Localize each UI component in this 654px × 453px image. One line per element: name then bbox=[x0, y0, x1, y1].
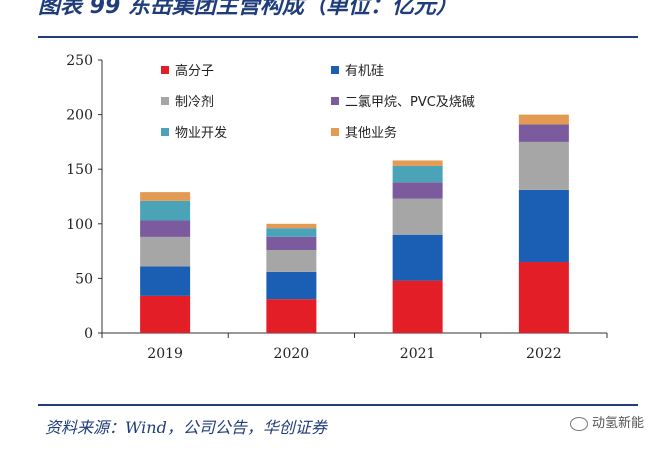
bar-segment bbox=[140, 236, 191, 267]
bar-segment bbox=[392, 234, 443, 281]
bar-segment bbox=[518, 262, 569, 333]
legend-swatch bbox=[331, 66, 339, 74]
bar-segment bbox=[392, 198, 443, 235]
y-tick-label: 50 bbox=[75, 271, 93, 287]
bar-segment bbox=[140, 220, 191, 237]
bar-segment bbox=[140, 266, 191, 296]
legend-label: 有机硅 bbox=[345, 64, 384, 79]
bar-segment bbox=[266, 271, 317, 300]
bar-segment bbox=[518, 124, 569, 142]
legend-label: 制冷剂 bbox=[175, 95, 214, 110]
bar-segment bbox=[518, 189, 569, 263]
bar-segment bbox=[392, 160, 443, 166]
wechat-icon bbox=[569, 416, 588, 431]
legend-label: 高分子 bbox=[175, 63, 214, 79]
y-tick-label: 0 bbox=[84, 326, 93, 342]
legend-swatch bbox=[161, 128, 169, 136]
legend-label: 其他业务 bbox=[345, 125, 397, 141]
y-tick-label: 200 bbox=[66, 108, 93, 124]
bar-segment bbox=[140, 192, 191, 201]
legend-label: 二氯甲烷、PVC及烧碱 bbox=[345, 95, 475, 110]
watermark: 动氢新能 bbox=[569, 412, 644, 431]
x-tick-label: 2022 bbox=[526, 346, 562, 362]
chart-title: 图表 99 东岳集团主营构成（单位：亿元） bbox=[38, 0, 458, 19]
bar-segment bbox=[140, 295, 191, 333]
bar-segment bbox=[266, 223, 317, 229]
bar-segment bbox=[266, 250, 317, 272]
bar-segment bbox=[392, 280, 443, 333]
legend-swatch bbox=[161, 97, 169, 105]
legend-swatch bbox=[331, 128, 339, 136]
y-tick-label: 100 bbox=[66, 217, 93, 233]
bar-segment bbox=[392, 182, 443, 199]
bar-segment bbox=[140, 200, 191, 221]
source-rule bbox=[38, 404, 638, 406]
bar-segment bbox=[518, 114, 569, 125]
bar-segment bbox=[266, 236, 317, 251]
y-tick-label: 250 bbox=[66, 53, 93, 69]
x-tick-label: 2020 bbox=[274, 346, 310, 362]
y-tick-label: 150 bbox=[66, 162, 93, 178]
bar-segment bbox=[266, 228, 317, 237]
bar-segment bbox=[518, 141, 569, 190]
legend-label: 物业开发 bbox=[175, 125, 227, 141]
watermark-text: 动氢新能 bbox=[591, 416, 644, 431]
x-tick-label: 2021 bbox=[400, 346, 436, 362]
x-tick-label: 2019 bbox=[147, 346, 183, 362]
title-rule bbox=[38, 36, 638, 38]
bar-segment bbox=[266, 299, 317, 333]
source-note: 资料来源：Wind，公司公告，华创证券 bbox=[45, 418, 327, 437]
bar-segment bbox=[392, 165, 443, 183]
legend-swatch bbox=[331, 97, 339, 105]
legend-swatch bbox=[161, 66, 169, 74]
